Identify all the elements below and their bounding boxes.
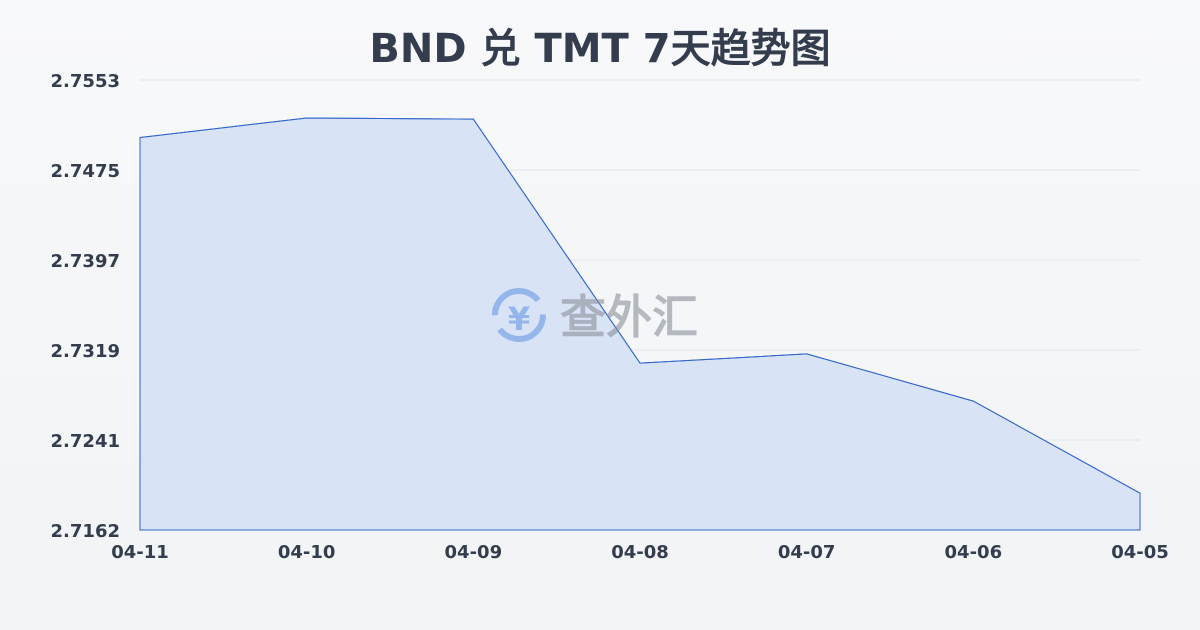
x-tick-label: 04-11 bbox=[111, 542, 169, 563]
y-tick-label: 2.7241 bbox=[51, 431, 120, 452]
data-point bbox=[306, 117, 308, 119]
x-tick-label: 04-08 bbox=[611, 542, 669, 563]
data-point bbox=[139, 137, 141, 139]
y-tick-label: 2.7162 bbox=[51, 521, 120, 542]
svg-text:¥: ¥ bbox=[508, 300, 530, 338]
yen-exchange-icon: ¥ bbox=[492, 288, 546, 342]
y-tick-label: 2.7397 bbox=[51, 251, 120, 272]
y-tick-label: 2.7553 bbox=[51, 71, 120, 92]
data-point bbox=[806, 353, 808, 355]
data-point bbox=[972, 400, 974, 402]
data-point bbox=[472, 118, 474, 120]
data-point bbox=[1139, 492, 1141, 494]
x-tick-label: 04-07 bbox=[778, 542, 836, 563]
x-tick-label: 04-06 bbox=[945, 542, 1003, 563]
x-tick-label: 04-09 bbox=[445, 542, 503, 563]
watermark: ¥ 查外汇 bbox=[492, 288, 698, 344]
y-tick-label: 2.7475 bbox=[51, 161, 120, 182]
data-point bbox=[639, 362, 641, 364]
y-tick-label: 2.7319 bbox=[51, 341, 120, 362]
watermark-text: 查外汇 bbox=[560, 290, 698, 344]
chart-title: BND 兑 TMT 7天趋势图 bbox=[369, 26, 830, 72]
x-tick-label: 04-10 bbox=[278, 542, 336, 563]
x-tick-label: 04-05 bbox=[1111, 542, 1169, 563]
